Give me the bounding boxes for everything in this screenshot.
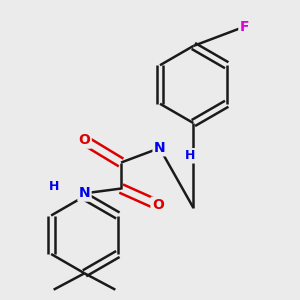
Text: N: N	[79, 186, 90, 200]
Text: F: F	[240, 20, 249, 34]
Text: N: N	[154, 141, 165, 155]
Text: O: O	[79, 134, 90, 147]
Text: H: H	[185, 149, 196, 162]
Text: H: H	[49, 180, 59, 193]
Text: O: O	[152, 198, 164, 212]
